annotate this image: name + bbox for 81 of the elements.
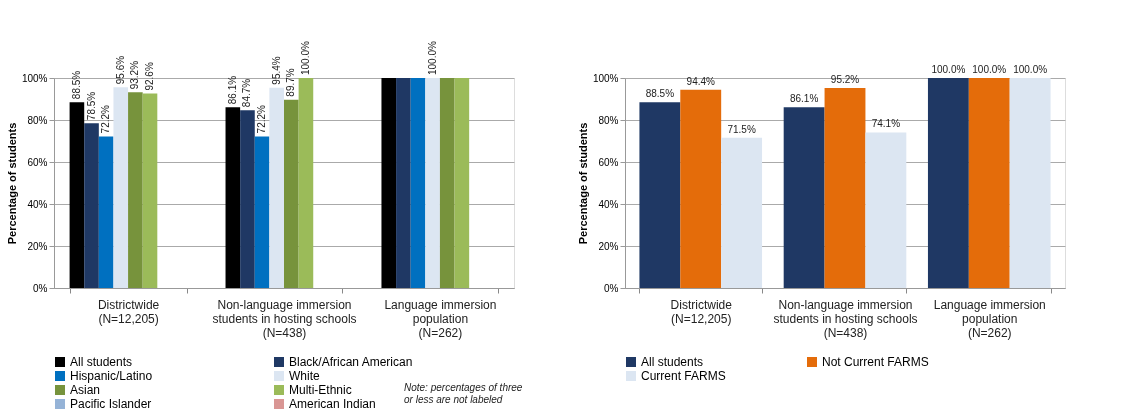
legend-label: Pacific Islander: [70, 397, 152, 411]
legend-label: Black/African American: [289, 355, 413, 369]
legend-label: Asian: [70, 383, 101, 397]
x-tick-label: Non-language immersion students in hosting schools (N=438): [773, 297, 918, 340]
data-label: 86.1%: [789, 93, 819, 105]
bar: [865, 132, 907, 288]
bar: [410, 78, 426, 288]
y-tick-label: 20%: [598, 240, 619, 252]
data-label: 72.2%: [100, 104, 112, 134]
legend-label: Hispanic/Latino: [70, 369, 153, 383]
bar: [1009, 78, 1051, 288]
data-label: 100.0%: [426, 40, 438, 75]
x-tick-label: Districtwide (N=12,205): [97, 297, 160, 326]
bar: [439, 78, 455, 288]
y-tick-label: 0%: [33, 282, 48, 294]
bar: [824, 88, 866, 288]
y-tick-label: 60%: [598, 156, 619, 168]
y-tick-label: 100%: [21, 72, 48, 84]
bar: [225, 107, 241, 288]
bar: [128, 92, 143, 288]
x-tick-label: Language immersion population (N=262): [933, 297, 1046, 340]
bar: [425, 78, 440, 288]
data-label: 89.7%: [285, 68, 297, 97]
data-label: 86.1%: [226, 75, 238, 105]
legend-label: White: [289, 369, 320, 383]
bar: [680, 89, 722, 288]
x-tick-label: Language immersion population (N=262): [384, 297, 497, 340]
legend-label: Multi-Ethnic: [289, 383, 352, 397]
data-label: 94.4%: [686, 75, 716, 87]
bar: [639, 102, 681, 288]
bar: [298, 78, 314, 288]
data-label: 100.0%: [931, 64, 966, 75]
data-label: 92.6%: [144, 62, 155, 91]
bar: [113, 87, 129, 288]
bar: [84, 123, 99, 288]
x-tick-label: Non-language immersion students in hosting schools (N=438): [212, 297, 357, 340]
data-label: 100.0%: [972, 64, 1007, 75]
data-label: 84.7%: [241, 78, 253, 108]
y-tick-label: 40%: [27, 198, 48, 210]
legend-label: All students: [70, 355, 133, 369]
data-label: 88.5%: [645, 88, 675, 100]
bar: [254, 136, 270, 288]
y-tick-label: 60%: [27, 156, 48, 168]
bar: [142, 93, 158, 288]
data-label: 71.5%: [727, 123, 756, 135]
data-label: 95.4%: [270, 56, 282, 85]
y-tick-label: 100%: [592, 72, 619, 84]
bar: [240, 110, 255, 288]
bar: [783, 107, 825, 288]
y-tick-label: 80%: [27, 114, 48, 126]
bar: [396, 78, 411, 288]
y-tick-label: 40%: [598, 198, 619, 210]
bar: [269, 87, 284, 288]
data-label: 74.1%: [871, 118, 901, 130]
legend-label: All students: [641, 355, 704, 369]
legend-label: Current FARMS: [641, 369, 726, 383]
text: Note: percentages of three or less are not labeled: [404, 382, 523, 405]
data-label: 88.5%: [70, 70, 82, 100]
bar: [721, 137, 763, 288]
bar: [284, 99, 299, 288]
bar: [454, 78, 470, 288]
data-label: 78.5%: [85, 91, 97, 121]
data-label: 95.2%: [830, 74, 860, 86]
y-axis-title: Percentage of students: [5, 122, 18, 245]
data-label: 95.6%: [114, 55, 126, 85]
y-tick-label: 0%: [604, 282, 619, 294]
legend-label: Not Current FARMS: [822, 355, 929, 369]
bar: [98, 136, 114, 288]
data-label: 72.2%: [256, 104, 268, 134]
y-axis-title: Percentage of students: [576, 122, 589, 245]
y-tick-label: 80%: [598, 114, 619, 126]
bar: [69, 102, 85, 288]
legend-label: American Indian: [289, 397, 376, 411]
bar: [381, 78, 397, 288]
bar: [927, 78, 969, 288]
data-label: 93.2%: [129, 60, 141, 90]
data-label: 100.0%: [299, 40, 311, 75]
x-tick-label: Districtwide (N=12,205): [670, 297, 733, 326]
data-label: 100.0%: [1013, 64, 1048, 75]
y-tick-label: 20%: [27, 240, 48, 252]
bar: [968, 78, 1010, 288]
